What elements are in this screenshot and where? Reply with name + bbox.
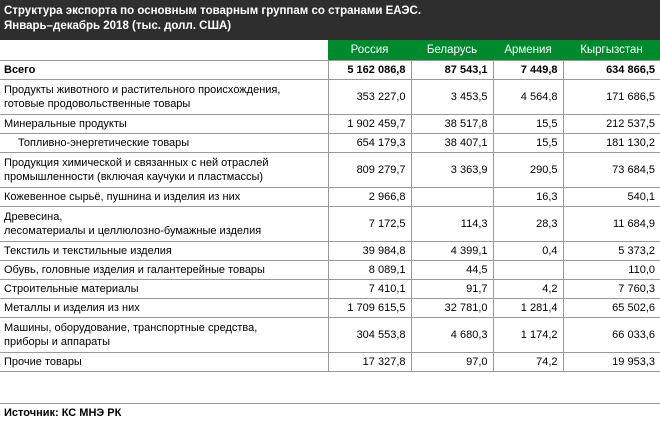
column-header-armenia: Армения <box>493 40 563 60</box>
row-label: Машины, оборудование, транспортные средс… <box>0 316 329 353</box>
value-belarus <box>410 186 494 207</box>
source-note: Источник: КС МНЭ РК <box>0 403 660 424</box>
table-row: Прочие товары 17 327,8 97,0 74,2 19 953,3 <box>0 351 660 372</box>
total-row: Всего 5 162 086,8 87 543,1 7 449,8 634 866,5 <box>0 59 660 80</box>
value-russia: 2 966,8 <box>327 186 412 207</box>
value-kyrgyzstan: 5 373,2 <box>562 240 660 261</box>
value-russia: 5 162 086,8 <box>327 59 412 80</box>
value-belarus: 4 399,1 <box>410 240 494 261</box>
row-label: Продукция химической и связанных с ней о… <box>0 151 329 188</box>
row-label: Обувь, головные изделия и галантерейные … <box>0 259 329 280</box>
table-title-line1: Структура экспорта по основным товарным … <box>4 5 422 17</box>
table-row: Металлы и изделия из них 1 709 615,5 32 78… <box>0 297 660 318</box>
value-belarus: 91,7 <box>410 278 494 299</box>
column-header-kyrgyzstan: Кыргызстан <box>563 40 660 60</box>
value-kyrgyzstan: 73 684,5 <box>562 151 660 188</box>
value-armenia: 4,2 <box>492 278 564 299</box>
header-empty-cell <box>0 40 328 60</box>
table-body: Всего 5 162 086,8 87 543,1 7 449,8 634 866,5… <box>0 59 660 372</box>
value-russia: 17 327,8 <box>327 351 412 372</box>
value-kyrgyzstan: 19 953,3 <box>562 351 660 372</box>
value-armenia: 16,3 <box>492 186 564 207</box>
value-russia: 1 709 615,5 <box>327 297 412 318</box>
row-label: Прочие товары <box>0 351 329 372</box>
value-russia: 8 089,1 <box>327 259 412 280</box>
value-armenia: 15,5 <box>492 132 564 153</box>
row-label: Всего <box>0 59 329 80</box>
value-belarus: 3 363,9 <box>410 151 494 188</box>
table-row: Древесина, лесоматериалы и целлюлозно-бум… <box>0 205 660 242</box>
value-armenia: 1 281,4 <box>492 297 564 318</box>
table-title: Структура экспорта по основным товарным … <box>0 0 660 40</box>
table-title-line2: Январь–декабрь 2018 (тыс. долл. США) <box>4 20 232 32</box>
table-row: Продукция химической и связанных с ней о… <box>0 151 660 188</box>
export-table: Россия Беларусь Армения Кыргызстан Всего… <box>0 40 660 372</box>
table-row: Машины, оборудование, транспортные средс… <box>0 316 660 353</box>
value-belarus: 32 781,0 <box>410 297 494 318</box>
value-belarus: 3 453,5 <box>410 78 494 115</box>
value-kyrgyzstan: 7 760,3 <box>562 278 660 299</box>
value-kyrgyzstan: 212 537,5 <box>562 113 660 134</box>
value-belarus: 38 407,1 <box>410 132 494 153</box>
value-russia: 353 227,0 <box>327 78 412 115</box>
header-row: Россия Беларусь Армения Кыргызстан <box>0 40 660 60</box>
value-kyrgyzstan: 66 033,6 <box>562 316 660 353</box>
value-russia: 809 279,7 <box>327 151 412 188</box>
value-armenia: 74,2 <box>492 351 564 372</box>
table-row: Текстиль и текстильные изделия 39 984,8 4 … <box>0 240 660 261</box>
row-label: Металлы и изделия из них <box>0 297 329 318</box>
value-armenia: 4 564,8 <box>492 78 564 115</box>
value-kyrgyzstan: 181 130,2 <box>562 132 660 153</box>
value-armenia: 0,4 <box>492 240 564 261</box>
value-armenia <box>492 259 564 280</box>
value-belarus: 114,3 <box>410 205 494 242</box>
row-label: Древесина, лесоматериалы и целлюлозно-бум… <box>0 205 329 242</box>
value-russia: 39 984,8 <box>327 240 412 261</box>
value-russia: 1 902 459,7 <box>327 113 412 134</box>
value-kyrgyzstan: 634 866,5 <box>562 59 660 80</box>
value-belarus: 97,0 <box>410 351 494 372</box>
value-belarus: 38 517,8 <box>410 113 494 134</box>
row-label: Топливно-энергетические товары <box>0 132 329 153</box>
value-armenia: 28,3 <box>492 205 564 242</box>
value-kyrgyzstan: 110,0 <box>562 259 660 280</box>
value-kyrgyzstan: 540,1 <box>562 186 660 207</box>
value-russia: 654 179,3 <box>327 132 412 153</box>
table-row: Минеральные продукты 1 902 459,7 38 517,8 1… <box>0 113 660 134</box>
table-row: Строительные материалы 7 410,1 91,7 4,2 7 76… <box>0 278 660 299</box>
row-label: Кожевенное сырьё, пушнина и изделия из н… <box>0 186 329 207</box>
table-row: Обувь, головные изделия и галантерейные … <box>0 259 660 280</box>
value-armenia: 7 449,8 <box>492 59 564 80</box>
value-kyrgyzstan: 171 686,5 <box>562 78 660 115</box>
value-belarus: 44,5 <box>410 259 494 280</box>
value-armenia: 1 174,2 <box>492 316 564 353</box>
row-label: Строительные материалы <box>0 278 329 299</box>
value-armenia: 290,5 <box>492 151 564 188</box>
value-russia: 7 172,5 <box>327 205 412 242</box>
column-header-russia: Россия <box>328 40 411 60</box>
table-row: Топливно-энергетические товары 654 179,3 3… <box>0 132 660 153</box>
row-label: Минеральные продукты <box>0 113 329 134</box>
value-kyrgyzstan: 11 684,9 <box>562 205 660 242</box>
value-kyrgyzstan: 65 502,6 <box>562 297 660 318</box>
value-russia: 7 410,1 <box>327 278 412 299</box>
column-header-belarus: Беларусь <box>411 40 493 60</box>
value-belarus: 4 680,3 <box>410 316 494 353</box>
value-russia: 304 553,8 <box>327 316 412 353</box>
row-label: Продукты животного и растительного проис… <box>0 78 329 115</box>
value-belarus: 87 543,1 <box>410 59 494 80</box>
table-row: Кожевенное сырьё, пушнина и изделия из н… <box>0 186 660 207</box>
value-armenia: 15,5 <box>492 113 564 134</box>
row-label: Текстиль и текстильные изделия <box>0 240 329 261</box>
table-row: Продукты животного и растительного проис… <box>0 78 660 115</box>
